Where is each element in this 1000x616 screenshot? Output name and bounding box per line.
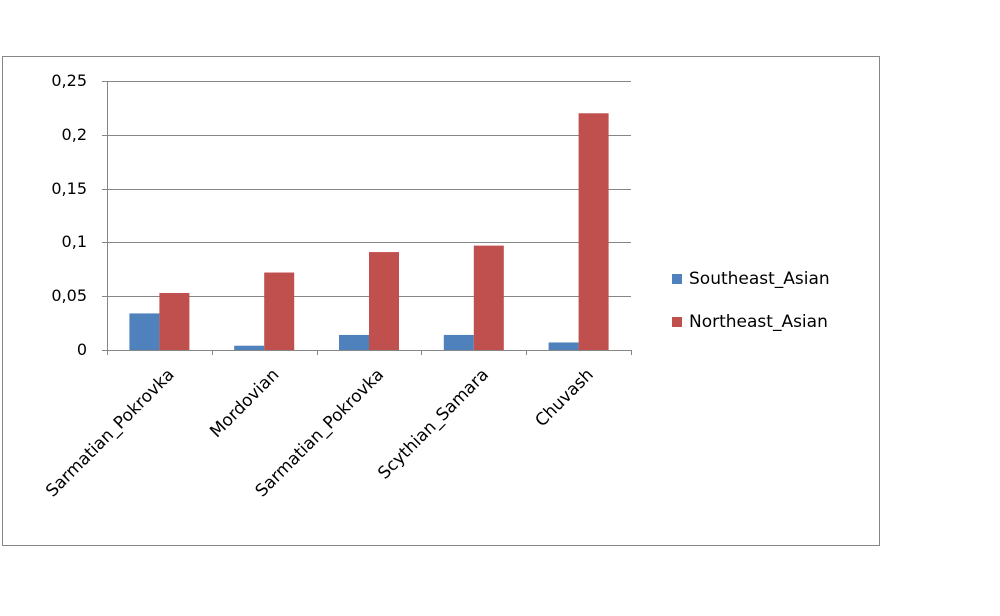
bar xyxy=(578,113,609,350)
legend-swatch xyxy=(672,274,682,284)
bar xyxy=(129,313,160,350)
y-tick-label: 0,15 xyxy=(51,179,87,198)
bar xyxy=(548,342,579,350)
y-tick-label: 0,1 xyxy=(62,232,87,251)
bar xyxy=(264,272,295,350)
y-tick-label: 0,25 xyxy=(51,71,87,90)
bar xyxy=(159,292,190,350)
y-tick-label: 0,05 xyxy=(51,286,87,305)
bar xyxy=(234,345,265,350)
bar xyxy=(339,334,369,350)
legend-label: Northeast_Asian xyxy=(689,312,828,332)
y-tick-label: 0 xyxy=(77,340,87,359)
bar xyxy=(473,245,504,350)
bar xyxy=(443,334,474,350)
y-tick-label: 0,2 xyxy=(62,125,87,144)
legend-swatch xyxy=(672,317,682,327)
chart-border xyxy=(2,56,880,546)
legend-label: Southeast_Asian xyxy=(689,269,830,289)
bar xyxy=(369,252,399,350)
